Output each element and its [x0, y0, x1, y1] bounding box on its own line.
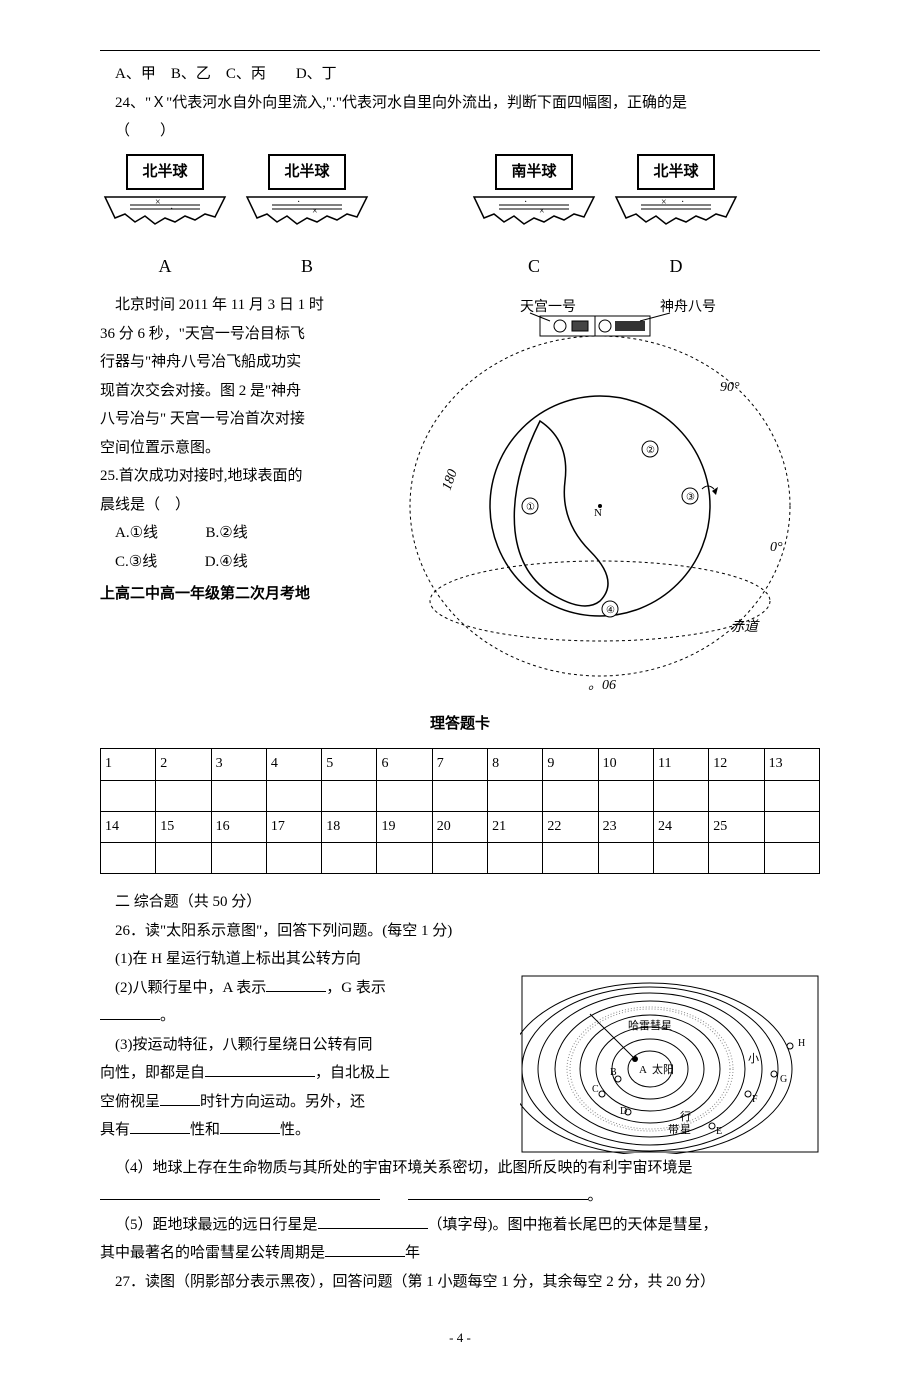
svg-text:H: H — [798, 1038, 805, 1049]
answer-heading-2: 理答题卡 — [100, 710, 820, 739]
hemi-d-title: 北半球 — [637, 154, 714, 191]
q26-5: （5）距地球最远的远日行星是（填字母)。图中拖着长尾巴的天体是彗星， — [100, 1211, 820, 1240]
svg-text:G: G — [780, 1074, 787, 1085]
section-title: 二 综合题（共 50 分） — [100, 888, 820, 917]
svg-text:②: ② — [646, 445, 655, 456]
q25-choice-d: D.④线 — [205, 554, 248, 570]
svg-text:太阳: 太阳 — [652, 1063, 674, 1076]
svg-text:N: N — [594, 507, 602, 519]
q26-4: （4）地球上存在生命物质与其所处的宇宙环境关系密切，此图所反映的有利宇宙环境是 — [100, 1154, 820, 1183]
hemi-c-svg: · × — [469, 192, 599, 247]
svg-text:小: 小 — [748, 1052, 759, 1065]
answer-heading-1: 上高二中高一年级第二次月考地 — [100, 580, 380, 609]
cap-a: A — [100, 249, 230, 283]
svg-text:×: × — [661, 197, 667, 208]
hemi-b-svg: · × — [242, 192, 372, 247]
svg-text:哈雷彗星: 哈雷彗星 — [628, 1019, 672, 1032]
svg-text:天宫一号: 天宫一号 — [520, 299, 576, 315]
orbit-diagram: 天宫一号 神舟八号 ② ① ③ ④ 赤道 180 90° — [390, 291, 810, 691]
svg-text:C: C — [592, 1084, 599, 1095]
q24-paren: （ ） — [100, 117, 820, 146]
hemi-c-title: 南半球 — [495, 154, 572, 191]
q25-choice-b: B.②线 — [206, 525, 248, 541]
svg-text:行: 行 — [680, 1110, 691, 1123]
q26-stem: 26．读"太阳系示意图"，回答下列问题。(每空 1 分) — [100, 917, 820, 946]
svg-text:④: ④ — [606, 605, 615, 616]
svg-text:·: · — [681, 197, 684, 208]
svg-text:③: ③ — [686, 492, 695, 503]
svg-text:180: 180 — [440, 468, 461, 493]
svg-text:·: · — [170, 204, 173, 215]
q25-choice-a: A.①线 — [115, 525, 158, 541]
hemi-b-title: 北半球 — [268, 154, 345, 191]
svg-text:星: 星 — [680, 1123, 691, 1136]
hemi-a-title: 北半球 — [126, 154, 203, 191]
svg-text:·: · — [297, 197, 300, 208]
cap-c: C — [469, 249, 599, 283]
svg-text:×: × — [539, 206, 545, 217]
svg-text:F: F — [752, 1094, 758, 1105]
svg-text:0°: 0° — [770, 540, 783, 555]
cap-b: B — [242, 249, 372, 283]
q24-stem: 24、"Ｘ"代表河水自外向里流入,"."代表河水自里向外流出，判断下面四幅图，正… — [100, 89, 820, 118]
page-top-rule — [100, 50, 820, 51]
svg-text:90°: 90° — [720, 380, 740, 395]
svg-text:①: ① — [526, 502, 535, 513]
q23-choices: A、甲 B、乙 C、丙 D、丁 — [115, 60, 820, 89]
hemisphere-figures-right: 南半球 · × C 北半球 × — [390, 154, 820, 284]
svg-text:神舟八号: 神舟八号 — [660, 299, 716, 315]
svg-text:×: × — [155, 197, 161, 208]
svg-text:A: A — [639, 1064, 647, 1076]
hemi-a-svg: × · — [100, 192, 230, 247]
svg-text:。06: 。06 — [588, 678, 616, 691]
q27-stem: 27．读图（阴影部分表示黑夜），回答问题（第 1 小题每空 1 分，其余每空 2… — [100, 1268, 820, 1297]
q26-1: (1)在 H 星运行轨道上标出其公转方向 — [100, 945, 820, 974]
hemi-d-svg: × · — [611, 192, 741, 247]
q25-choice-c: C.③线 — [115, 554, 157, 570]
page-number: - 4 - — [100, 1326, 820, 1351]
svg-text:带: 带 — [668, 1123, 679, 1136]
solar-system-diagram: A 太阳 哈雷彗星 B C D E F G H 小 行 星 带 — [520, 974, 820, 1154]
svg-text:赤道: 赤道 — [730, 619, 760, 635]
cap-d: D — [611, 249, 741, 283]
svg-text:E: E — [716, 1126, 722, 1137]
answer-table: 12345678910111213 1415161718192021222324… — [100, 748, 820, 874]
q25-text-column: 北京时间 2011 年 11 月 3 日 1 时 36 分 6 秒，"天宫一号冶… — [100, 291, 380, 609]
svg-text:×: × — [312, 206, 318, 217]
hemisphere-figures-left: 北半球 × · A 北半球 · — [100, 154, 390, 284]
svg-text:D: D — [620, 1106, 627, 1117]
svg-text:·: · — [524, 197, 527, 208]
